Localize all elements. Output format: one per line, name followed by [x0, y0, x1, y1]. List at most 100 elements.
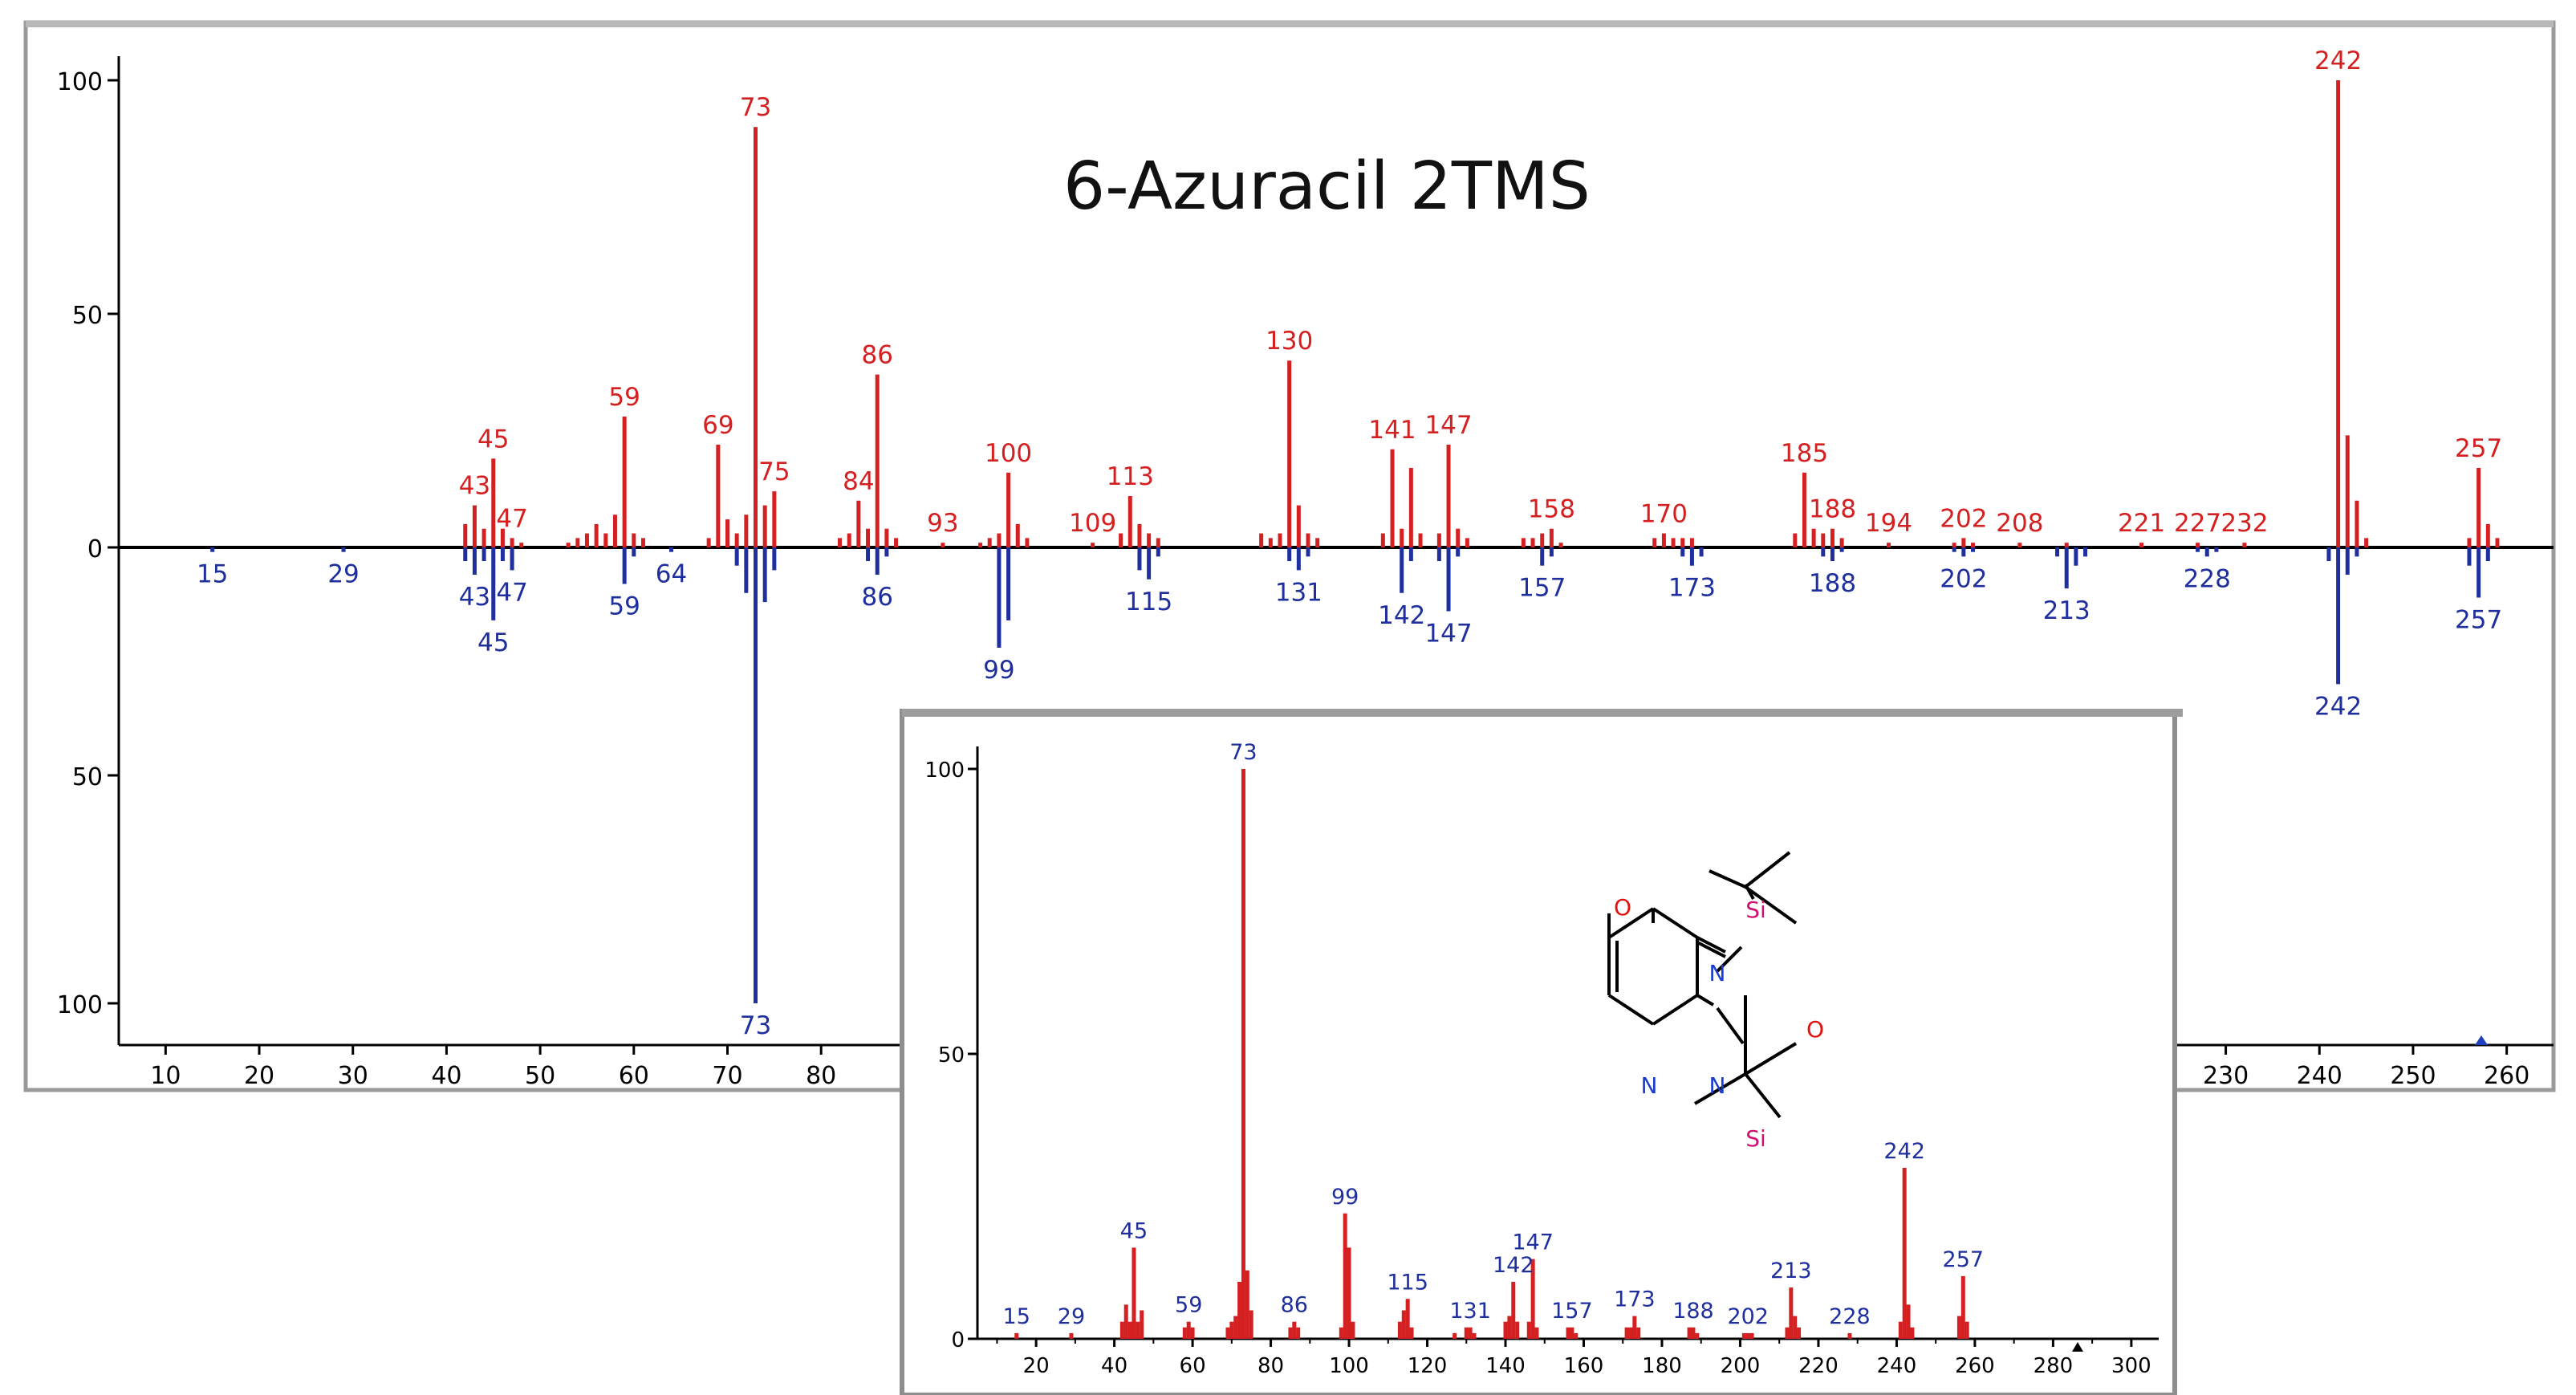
inset-peak-label: 173 [1614, 1287, 1656, 1312]
inset-peak-label: 115 [1387, 1270, 1428, 1295]
inset-x-tick-label: 260 [1955, 1354, 1995, 1378]
peak-label-top: 188 [1809, 495, 1856, 524]
inset-axes: 100 50 0 20 40 60 80 100 120 140 160 180 200 220 240 26… [924, 746, 2159, 1378]
bond [1652, 907, 1699, 939]
bond [1744, 885, 1798, 925]
inset-x-tick-label: 100 [1329, 1354, 1369, 1378]
inset-x-tick-label: 140 [1485, 1354, 1526, 1378]
peak-label-bottom: 59 [608, 592, 640, 620]
peak-label-top: 75 [758, 458, 790, 486]
peak-label-top: 141 [1368, 416, 1416, 445]
inset-peak-label: 228 [1829, 1304, 1871, 1329]
peak-label-bottom: 242 [2314, 692, 2362, 721]
inset-x-tick-label: 200 [1721, 1354, 1761, 1378]
atom-nitrogen: N [1709, 1072, 1726, 1099]
inset-x-tick-label: 180 [1642, 1354, 1682, 1378]
inset-x-tick-label: 60 [1180, 1354, 1206, 1378]
y-tick-label: 0 [87, 535, 103, 563]
inset-peak-label: 59 [1175, 1293, 1202, 1318]
bond [1744, 1042, 1798, 1076]
peak-label-bottom: 29 [327, 560, 359, 589]
inset-x-tick-label: 40 [1101, 1354, 1128, 1378]
inset-peak-label: 213 [1770, 1259, 1812, 1283]
peak-label-top: 257 [2455, 434, 2502, 463]
peak-label-bottom: 157 [1518, 574, 1566, 603]
peak-label-bottom: 86 [861, 583, 892, 612]
atom-nitrogen: N [1709, 960, 1726, 986]
peak-label-top: 130 [1266, 327, 1313, 356]
peak-label-top: 147 [1424, 411, 1472, 440]
peak-label-top: 47 [496, 504, 527, 533]
scroll-marker-icon [2475, 1035, 2488, 1045]
x-tick-label: 260 [2484, 1062, 2529, 1090]
inset-x-tick-label: 220 [1798, 1354, 1839, 1378]
peak-label-top: 221 [2118, 509, 2165, 538]
inset-x-tick-label: 80 [1258, 1354, 1284, 1378]
inset-scroll-marker-icon [2072, 1342, 2083, 1352]
inset-peaks [1014, 769, 1969, 1339]
bond [1696, 941, 1726, 958]
inset-x-tick-label: 120 [1408, 1354, 1448, 1378]
peak-label-top: 170 [1640, 500, 1688, 529]
x-tick-label: 230 [2203, 1062, 2249, 1090]
peak-label-top: 86 [861, 341, 892, 370]
inset-y-tick-label: 0 [951, 1328, 965, 1352]
x-tick-label: 10 [150, 1062, 181, 1090]
inset-peak-label: 257 [1943, 1247, 1985, 1272]
x-tick-label: 240 [2297, 1062, 2342, 1090]
inset-peak-label: 147 [1512, 1230, 1554, 1255]
peak-label-bottom: 142 [1378, 601, 1425, 630]
inset-x-tick-label: 240 [1877, 1354, 1917, 1378]
y-tick-label: 50 [72, 302, 103, 330]
x-tick-label: 30 [338, 1062, 368, 1090]
bond [1607, 994, 1655, 1026]
y-tick-label: 100 [57, 68, 103, 96]
chart-title: 6-Azuracil 2TMS [1063, 148, 1591, 225]
peak-label-bottom: 173 [1668, 574, 1716, 603]
inset-peak-label: 202 [1727, 1304, 1769, 1329]
peak-label-bottom: 73 [740, 1011, 771, 1040]
inset-peak-label: 157 [1551, 1299, 1593, 1324]
peak-label-top: 93 [927, 509, 958, 538]
peak-label-bottom: 99 [983, 656, 1014, 685]
inset-peak-label: 131 [1449, 1299, 1491, 1324]
peak-label-bottom: 43 [459, 583, 490, 612]
inset-peak-label: 86 [1281, 1293, 1308, 1318]
inset-peak-label: 99 [1331, 1185, 1359, 1210]
bond [1716, 1007, 1745, 1045]
peak-label-bottom: 188 [1809, 569, 1856, 598]
peak-label-bottom: 115 [1125, 588, 1172, 616]
x-tick-label: 20 [244, 1062, 274, 1090]
y-tick-label: 100 [57, 991, 103, 1019]
inset-y-tick-label: 100 [924, 759, 965, 783]
inset-x-tick-label: 300 [2111, 1354, 2151, 1378]
inset-peak-label: 188 [1672, 1299, 1714, 1324]
peak-label-bottom: 147 [1424, 620, 1472, 649]
atom-silicon: Si [1745, 897, 1766, 923]
library-spectrum-panel: 100 50 0 20 40 60 80 100 120 140 160 180 200 220 240 26… [900, 709, 2183, 1395]
inset-x-tick-label: 160 [1564, 1354, 1604, 1378]
peak-label-top: 227 [2174, 509, 2221, 538]
x-tick-label: 70 [712, 1062, 742, 1090]
bond [1693, 1072, 1747, 1105]
atom-nitrogen: N [1641, 1072, 1658, 1099]
bond [1716, 946, 1743, 973]
peak-label-top: 232 [2220, 509, 2268, 538]
inset-peak-label: 242 [1883, 1139, 1925, 1164]
bond [1709, 869, 1746, 889]
main-peak-labels: 43 45 47 59 69 73 75 84 86 93 100 109 113 130 141 147 15… [197, 47, 2502, 1040]
inset-x-tick-label: 20 [1023, 1354, 1050, 1378]
peak-label-top: 185 [1781, 439, 1828, 468]
peak-label-top: 194 [1865, 509, 1912, 538]
peak-label-bottom: 228 [2184, 564, 2231, 593]
atom-silicon: Si [1745, 1125, 1766, 1152]
peak-label-top: 109 [1069, 509, 1116, 538]
x-tick-label: 50 [525, 1062, 555, 1090]
peak-label-bottom: 15 [197, 560, 228, 589]
inset-peak-label: 29 [1058, 1304, 1085, 1329]
bond [1696, 936, 1726, 954]
y-tick-label: 50 [72, 763, 103, 791]
peak-label-top: 84 [843, 467, 874, 496]
